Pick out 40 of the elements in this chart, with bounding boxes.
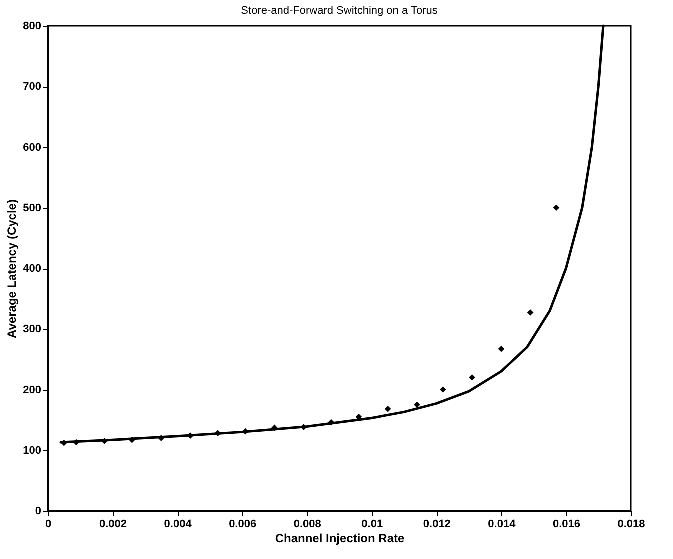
point [469,374,476,381]
y-tick-label: 800 [23,20,42,32]
x-tick-label: 0.016 [552,518,580,530]
point [187,432,194,439]
y-tick-label: 200 [23,384,42,396]
chart-title: Store-and-Forward Switching on a Torus [241,5,438,17]
x-tick-label: 0.018 [618,518,646,530]
point [553,204,560,212]
point [272,424,278,432]
x-axis-title: Channel Injection Rate [275,532,405,546]
y-tick-label: 400 [23,263,42,275]
point [61,440,68,446]
point [414,402,420,408]
point [440,386,446,393]
y-tick-label: 500 [23,202,42,214]
x-tick-label: 0.014 [488,518,517,530]
point [102,438,108,444]
point [158,435,165,442]
x-tick-label: 0 [45,518,52,530]
y-tick-label: 100 [23,444,42,457]
point [73,439,80,446]
point [300,424,308,430]
x-tick-label: 0.012 [423,518,451,530]
x-tick-label: 0.004 [164,518,193,530]
x-tick-label: 0.008 [294,518,322,530]
y-tick-label: 0 [35,506,42,518]
x-tick-label: 0.01 [362,518,384,530]
point [384,406,392,412]
y-tick-label: 600 [23,142,42,154]
point [129,436,136,444]
point [242,428,249,435]
point [527,310,534,316]
x-tick-label: 0.002 [100,518,128,530]
y-tick-label: 700 [23,81,42,94]
point [498,346,505,352]
point [328,419,335,426]
point [214,430,222,437]
y-tick-label: 300 [23,324,42,336]
x-tick-label: 0.006 [229,518,257,530]
y-axis-title: Average Latency (Cycle) [5,200,20,338]
